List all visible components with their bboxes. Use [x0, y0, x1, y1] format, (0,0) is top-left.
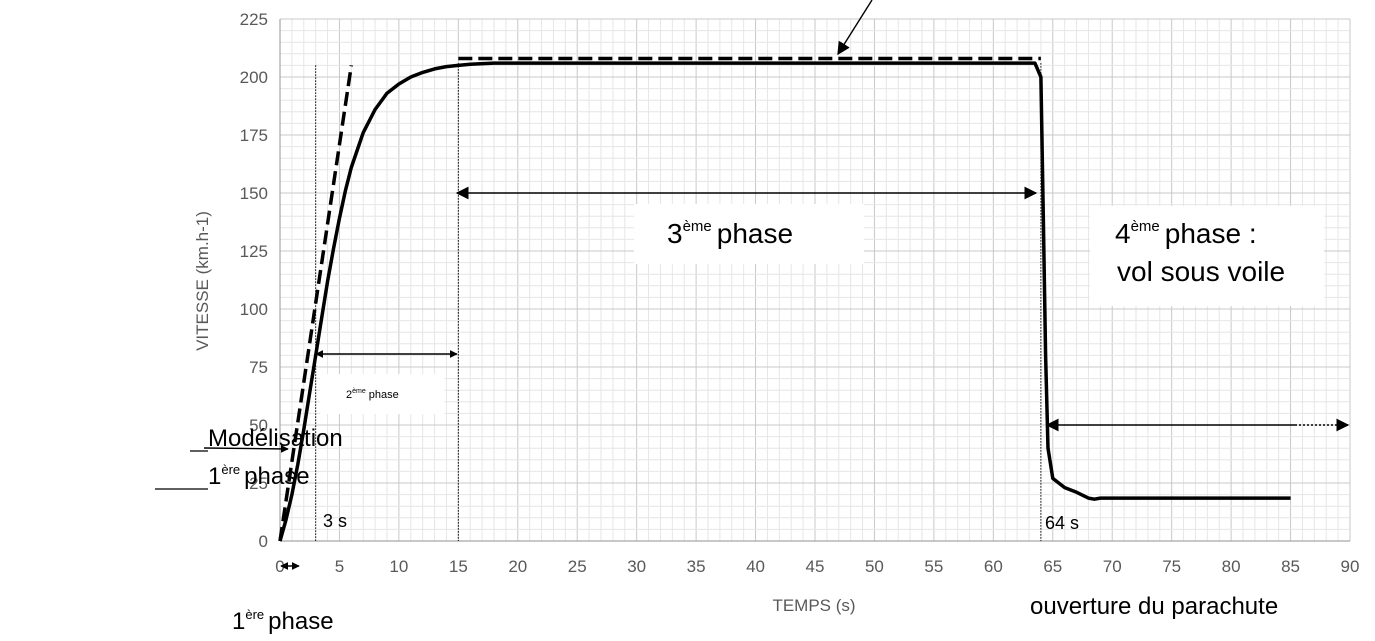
x-tick-label: 10 — [389, 557, 408, 576]
y-tick-label: 200 — [240, 68, 268, 87]
y-tick-label: 150 — [240, 184, 268, 203]
x-tick-label: 20 — [508, 557, 527, 576]
x-tick-label: 60 — [984, 557, 1003, 576]
x-tick-label: 45 — [806, 557, 825, 576]
x-tick-label: 75 — [1162, 557, 1181, 576]
phase1-label: 1ère phase — [232, 607, 334, 635]
model-phase1-label: Modélisation — [208, 425, 343, 452]
x-tick-label: 30 — [627, 557, 646, 576]
x-tick-label: 50 — [865, 557, 884, 576]
y-tick-labels: 0 25 50 75 100 125 150 175 200 225 — [240, 10, 268, 551]
y-tick-label: 100 — [240, 300, 268, 319]
phase2-label-box — [320, 374, 444, 414]
y-axis-title: VITESSE (km.h-1) — [193, 211, 212, 351]
y-tick-label: 225 — [240, 10, 268, 29]
x-tick-label: 80 — [1222, 557, 1241, 576]
phase2-label: 2ème phase — [346, 388, 399, 401]
time-3s-label: 3 s — [323, 511, 347, 531]
model-line — [278, 65, 354, 542]
x-tick-label: 90 — [1341, 557, 1360, 576]
y-tick-label: 25 — [249, 474, 268, 493]
phase4-label-2: vol sous voile — [1117, 256, 1285, 287]
y-tick-label: 50 — [249, 416, 268, 435]
phase4-label-box — [1090, 206, 1324, 306]
x-tick-labels: 0 5 10 15 20 25 30 35 40 45 50 55 60 65 70 75 80 85 90 — [275, 557, 1359, 576]
x-tick-label: 15 — [449, 557, 468, 576]
x-tick-label: 5 — [335, 557, 344, 576]
model-lines — [278, 56, 1041, 542]
x-axis-title: TEMPS (s) — [772, 596, 855, 615]
y-tick-label: 125 — [240, 242, 268, 261]
x-tick-label: 40 — [746, 557, 765, 576]
model-phase3-pointer — [837, 0, 873, 56]
y-tick-label: 75 — [249, 358, 268, 377]
phase3-label-box — [634, 204, 864, 264]
y-tick-label: 175 — [240, 126, 268, 145]
x-tick-label: 85 — [1281, 557, 1300, 576]
x-tick-label: 55 — [924, 557, 943, 576]
parachute-label: ouverture du parachute — [1030, 593, 1278, 620]
x-tick-label: 70 — [1103, 557, 1122, 576]
y-tick-label: 0 — [259, 532, 268, 551]
model-phase1-pointer — [203, 444, 289, 453]
speed-curve — [278, 61, 1291, 542]
x-tick-label: 25 — [568, 557, 587, 576]
x-tick-label: 35 — [687, 557, 706, 576]
x-tick-label: 0 — [275, 557, 284, 576]
time-64s-label: 64 s — [1045, 513, 1079, 533]
phase3-label: 3ème phase — [667, 218, 793, 249]
model-phase1-label-2: 1ère phase — [208, 462, 310, 490]
x-tick-label: 65 — [1043, 557, 1062, 576]
phase4-label: 4ème phase : — [1115, 218, 1257, 249]
